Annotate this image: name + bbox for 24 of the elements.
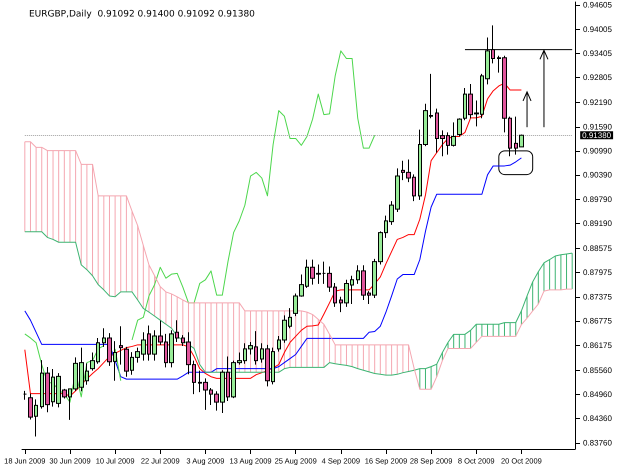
y-tick-label: 0.91590 [583,122,612,132]
y-tick-label: 0.86175 [583,340,612,350]
y-tick-label: 0.90990 [583,146,612,156]
y-tick-label: 0.92805 [583,73,612,82]
y-tick-label: 0.84360 [583,414,612,424]
y-tick-label: 0.94605 [583,0,612,10]
y-tick-label: 0.90390 [583,170,612,180]
y-tick-label: 0.93405 [583,48,612,58]
candlestick [119,326,123,366]
y-tick-label: 0.92190 [583,98,612,108]
candlestick [23,390,27,400]
text: EURGBP,Daily 0.91092 0.91400 0.91092 0.91380 [29,10,256,20]
y-tick-label: 0.83760 [583,438,612,448]
y-tick-label: 0.86775 [583,316,612,326]
ref-line-label: 0.91380 [582,130,612,140]
y-tick-label: 0.84960 [583,390,612,399]
y-tick-label: 0.85560 [583,366,612,375]
line-series [24,82,522,397]
y-tick-label: 0.87375 [583,292,612,302]
y-tick-label: 0.88575 [583,244,612,254]
y-tick-label: 0.89790 [583,194,612,204]
y-tick-label: 0.89190 [583,219,612,228]
y-tick-label: 0.87975 [583,268,612,278]
y-tick-label: 0.94005 [583,24,612,34]
